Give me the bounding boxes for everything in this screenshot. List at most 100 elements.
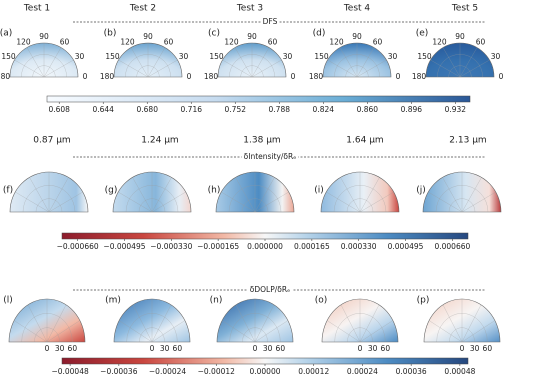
- polar-grid-spoke: [147, 59, 178, 78]
- angle-tick-label: 0: [83, 72, 88, 81]
- angle-tick-label: 150: [105, 52, 120, 61]
- colorbar-tick-label: −0.00024: [149, 367, 187, 375]
- polar-grid-spoke: [151, 191, 186, 213]
- radius-tick-label: 60: [276, 344, 286, 353]
- polar-grid-spoke: [14, 59, 45, 78]
- radius-tick-label: 0: [253, 344, 258, 353]
- radius-tick-label: 30: [55, 344, 65, 353]
- colorbar-tick-label: −0.00036: [100, 367, 138, 375]
- colorbar-tick-label: 0.00036: [396, 367, 427, 375]
- colorbar-tick-label: 0.000660: [434, 242, 470, 251]
- panel-label: (h): [208, 186, 221, 196]
- polar-grid-spoke: [442, 47, 461, 78]
- polar-grid-spoke: [359, 191, 394, 213]
- angle-tick-label: 120: [120, 37, 135, 46]
- polar-grid-spoke: [459, 47, 478, 78]
- polar-grid-spoke: [326, 191, 361, 213]
- column-label: Test 3: [236, 4, 263, 14]
- polar-grid-spoke: [130, 47, 149, 78]
- column-label: Test 4: [343, 4, 371, 14]
- angle-tick-label: 150: [209, 52, 224, 61]
- panel-label: (b): [104, 29, 117, 39]
- angle-tick-label: 0: [396, 72, 401, 81]
- angle-tick-label: 180: [204, 72, 219, 81]
- polar-grid-spoke: [235, 304, 256, 343]
- angle-tick-label: 90: [455, 32, 465, 41]
- polar-grid-spoke: [459, 59, 490, 78]
- polar-grid-spoke: [118, 59, 149, 78]
- polar-grid-spoke: [151, 177, 172, 213]
- polar-grid-spoke: [428, 320, 463, 343]
- polar-grid-spoke: [151, 304, 172, 343]
- polar-grid-spoke: [118, 191, 153, 213]
- polar-grid-spoke: [359, 304, 380, 343]
- angle-tick-label: 120: [16, 37, 31, 46]
- angle-tick-label: 90: [143, 32, 153, 41]
- colorbar-tick-label: −0.000330: [150, 242, 192, 251]
- polar-grid-spoke: [221, 191, 256, 213]
- panel-label: (f): [3, 186, 13, 196]
- angle-tick-label: 150: [314, 52, 329, 61]
- colorbar-tick-label: −0.000660: [57, 242, 99, 251]
- angle-tick-label: 60: [60, 37, 70, 46]
- colorbar: [61, 357, 469, 365]
- angle-tick-label: 120: [432, 37, 447, 46]
- angle-tick-label: 180: [309, 72, 324, 81]
- panel-label: (p): [417, 296, 430, 306]
- polar-grid-spoke: [359, 177, 380, 213]
- polar-grid-spoke: [132, 177, 153, 213]
- panel-label: (e): [416, 29, 429, 39]
- polar-grid-spoke: [442, 304, 463, 343]
- colorbar-tick-label: −0.00048: [51, 367, 89, 375]
- panel-label: (n): [210, 296, 223, 306]
- colorbar: [61, 232, 469, 240]
- polar-grid-spoke: [430, 59, 461, 78]
- radius-tick-label: 0: [150, 344, 155, 353]
- polar-grid-spoke: [48, 191, 83, 213]
- polar-grid-spoke: [356, 47, 375, 78]
- angle-tick-label: 90: [352, 32, 362, 41]
- polar-grid-spoke: [43, 59, 74, 78]
- colorbar-tick-label: −0.000495: [103, 242, 145, 251]
- polar-grid-spoke: [461, 191, 496, 213]
- polar-grid-spoke: [251, 47, 270, 78]
- angle-tick-label: 120: [329, 37, 344, 46]
- polar-grid-spoke: [46, 320, 81, 343]
- angle-tick-label: 30: [179, 52, 189, 61]
- colorbar-tick-label: 0.000000: [247, 242, 283, 251]
- polar-grid-spoke: [327, 59, 358, 78]
- polar-grid-spoke: [254, 304, 275, 343]
- radius-tick-label: 60: [68, 344, 78, 353]
- panel-label: (o): [315, 296, 328, 306]
- polar-grid-spoke: [221, 320, 256, 343]
- column-label: 1.64 μm: [346, 136, 383, 146]
- polar-grid-spoke: [461, 177, 482, 213]
- panel-label: (i): [314, 186, 324, 196]
- polar-grid-spoke: [13, 320, 48, 343]
- polar-grid-spoke: [43, 47, 62, 78]
- colorbar-tick-label: −0.00012: [198, 367, 236, 375]
- polar-grid-spoke: [326, 320, 361, 343]
- polar-grid-spoke: [356, 59, 387, 78]
- polar-grid-spoke: [254, 320, 289, 343]
- angle-tick-label: 60: [164, 37, 174, 46]
- panel-label: (m): [105, 296, 121, 306]
- colorbar-tick-label: 0.788: [269, 105, 291, 114]
- colorbar: [46, 95, 471, 103]
- polar-grid-spoke: [254, 191, 289, 213]
- polar-grid-spoke: [132, 304, 153, 343]
- panel-label: (d): [313, 29, 326, 39]
- radius-tick-label: 60: [483, 344, 493, 353]
- colorbar-tick-label: 0.000330: [341, 242, 377, 251]
- radius-tick-label: 30: [160, 344, 170, 353]
- angle-tick-label: 30: [75, 52, 85, 61]
- colorbar-tick-label: 0.000165: [294, 242, 330, 251]
- colorbar-tick-label: 0.932: [445, 105, 467, 114]
- column-label: Test 5: [451, 4, 478, 14]
- panel-label: (c): [208, 29, 220, 39]
- polar-grid-spoke: [48, 177, 69, 213]
- polar-grid-spoke: [29, 177, 50, 213]
- polar-grid-spoke: [340, 304, 361, 343]
- radius-tick-label: 30: [368, 344, 378, 353]
